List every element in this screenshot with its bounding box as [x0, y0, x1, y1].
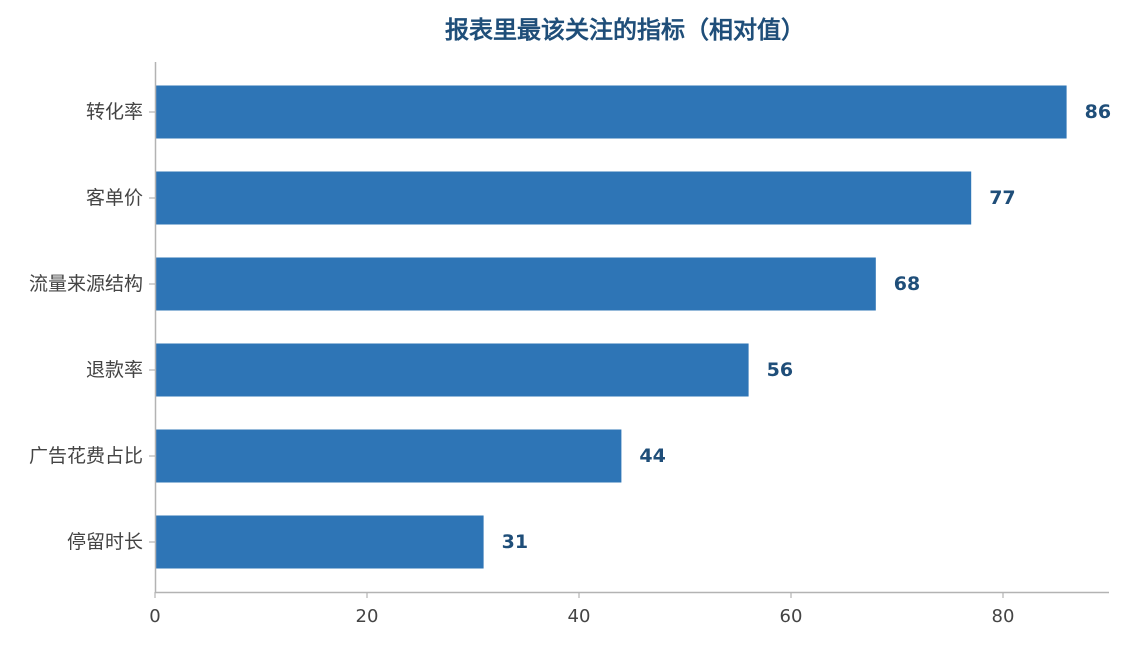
bar: [156, 257, 876, 311]
bars-layer: [156, 85, 1067, 569]
value-label: 56: [767, 359, 793, 381]
bar: [156, 171, 972, 225]
category-label: 转化率: [86, 101, 143, 123]
value-label: 86: [1085, 101, 1111, 123]
x-ticks-layer: 0 20 40 60 80: [149, 592, 1014, 627]
x-tick-label: 40: [568, 606, 591, 627]
value-label: 31: [502, 531, 528, 553]
labels-layer: 转化率 86 客单价 77 流量来源结构 68 退款率 56 广告花费占比 44 停留时长 31: [29, 101, 1111, 553]
value-label: 77: [989, 187, 1015, 209]
bar: [156, 515, 484, 569]
category-label: 广告花费占比: [29, 445, 143, 467]
value-label: 68: [894, 273, 920, 295]
bar: [156, 85, 1067, 139]
category-label: 停留时长: [67, 531, 143, 553]
category-label: 流量来源结构: [29, 273, 143, 295]
x-tick-label: 20: [356, 606, 379, 627]
category-label: 退款率: [86, 359, 143, 381]
x-tick-label: 0: [149, 606, 160, 627]
bar: [156, 429, 622, 483]
x-tick-label: 80: [992, 606, 1015, 627]
bar: [156, 343, 749, 397]
chart-title: 报表里最该关注的指标（相对值）: [445, 16, 805, 44]
value-label: 44: [639, 445, 665, 467]
x-tick-label: 60: [780, 606, 803, 627]
category-label: 客单价: [86, 187, 143, 209]
